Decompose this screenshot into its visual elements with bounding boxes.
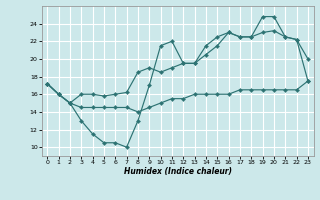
X-axis label: Humidex (Indice chaleur): Humidex (Indice chaleur) <box>124 167 232 176</box>
